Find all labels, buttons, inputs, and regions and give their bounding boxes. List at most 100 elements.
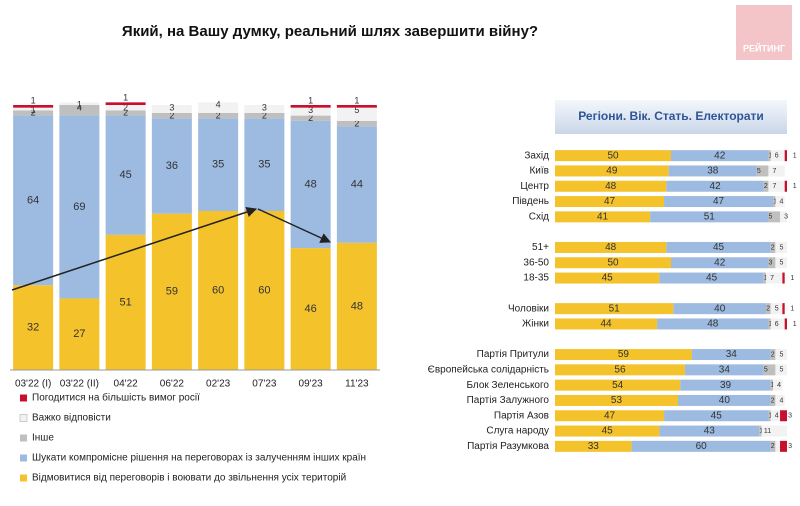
bar-segment [336,105,377,108]
bar-segment [336,107,377,121]
legend-label: Інше [32,433,54,444]
value-label: 43 [704,426,716,437]
value-label: 27 [73,328,85,340]
value-label: 1 [773,198,777,205]
bar-segment [555,349,692,361]
bar-segment [555,150,671,162]
value-label: 3 [169,102,174,112]
bar-segment [677,394,771,406]
value-label: 51 [120,296,132,308]
value-label: 45 [706,273,718,284]
value-label: 1 [768,152,772,159]
y-tick-label: Чоловіки [508,303,549,314]
bar-segment [671,150,769,162]
value-label: 47 [604,410,616,421]
value-label: 6 [775,321,779,328]
value-label: 48 [707,319,719,330]
value-label: 41 [597,211,609,222]
bar-segment [770,318,785,330]
value-label: 1 [793,152,797,159]
bar-segment [657,318,769,330]
value-label: 2 [123,108,128,118]
bar-segment [780,410,787,422]
y-tick-label: Захід [524,150,549,161]
value-label: 2 [123,102,128,112]
value-label: 45 [120,169,132,181]
bar-segment [13,110,54,116]
x-tick-label: 03'22 (I) [15,379,51,390]
value-label: 5 [779,351,783,358]
bar-segment [666,241,771,253]
bar-segment [336,126,377,243]
value-label: 50 [607,257,619,268]
value-label: 47 [713,196,725,207]
bar-segment [763,272,767,284]
value-label: 4 [216,100,221,110]
x-tick-label: 02'23 [206,379,231,390]
value-label: 7 [772,183,776,190]
bar-segment [555,440,632,452]
legend-label: Погодитися на більшість вимог росії [32,392,200,404]
value-label: 42 [714,150,726,161]
value-label: 2 [354,118,359,128]
value-label: 5 [775,305,779,312]
value-label: 3 [768,260,772,267]
value-label: 42 [714,257,726,268]
legend-swatch [20,474,27,482]
y-tick-label: 36-50 [523,257,549,268]
y-tick-label: Схід [529,211,549,222]
bar-segment [198,102,239,113]
value-label: 4 [77,102,82,112]
bar-segment [773,379,783,391]
y-tick-label: Партія Азов [494,410,549,421]
value-label: 3 [788,413,792,420]
bar-segment [775,196,785,208]
bar-segment [151,105,192,113]
bar-segment [336,120,377,127]
bar-segment [780,440,787,452]
bar-segment [768,180,785,192]
value-label: 36 [166,160,178,172]
value-label: 1 [31,95,36,105]
bar-segment [770,241,776,253]
value-label: 2 [31,108,36,118]
bar-segment [782,272,785,284]
bar-segment [105,115,146,235]
bar-segment [555,303,674,315]
value-label: 5 [768,214,772,221]
value-label: 1 [768,413,772,420]
bar-segment [244,112,285,119]
bar-segment [768,211,781,223]
value-label: 34 [719,364,731,375]
y-tick-label: Європейська солідарність [428,364,549,375]
bar-segment [671,257,769,269]
value-label: 45 [602,426,614,437]
bar-segment [775,349,787,361]
value-label: 45 [713,242,725,253]
value-label: 39 [720,380,732,391]
value-label: 1 [354,95,359,105]
value-label: 32 [27,322,39,334]
trend-arrow [11,206,257,291]
value-label: 3 [262,102,267,112]
x-tick-label: 07'23 [252,379,277,390]
x-tick-label: 11'23 [345,379,369,390]
bar-segment [59,105,100,116]
value-label: 2 [771,244,775,251]
bar-segment [555,410,665,422]
bar-segment [13,105,54,108]
bar-segment [666,180,764,192]
value-label: 35 [212,159,224,171]
bar-segment [684,364,764,376]
value-label: 1 [308,95,313,105]
bar-segment [775,440,781,452]
value-label: 40 [719,395,731,406]
bar-segment [650,211,769,223]
bar-segment [244,105,285,113]
value-label: 5 [779,244,783,251]
bar-segment [766,303,771,315]
value-label: 48 [351,300,363,312]
value-label: 42 [710,181,722,192]
